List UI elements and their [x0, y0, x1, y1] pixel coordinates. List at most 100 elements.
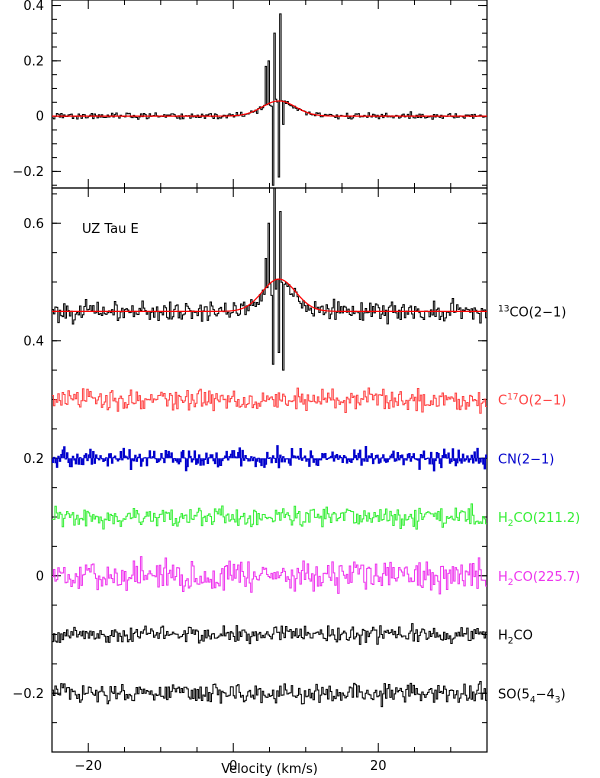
bar — [398, 458, 400, 460]
bar — [107, 458, 109, 466]
bar — [371, 453, 373, 459]
bar — [350, 458, 353, 463]
bar — [433, 458, 435, 471]
series-label: H2CO(211.2) — [498, 511, 580, 529]
bar — [472, 458, 474, 463]
bar — [384, 458, 386, 462]
bar — [407, 454, 409, 459]
bar — [337, 458, 340, 460]
bar — [153, 451, 155, 459]
bar — [217, 458, 219, 467]
bar — [83, 455, 86, 459]
bar — [197, 458, 199, 464]
bar — [313, 458, 315, 463]
bar — [99, 455, 102, 459]
bar — [185, 458, 187, 471]
x-tick-label: 20 — [370, 759, 387, 774]
bar — [137, 457, 139, 459]
bar — [447, 453, 450, 459]
bar — [198, 454, 200, 459]
bar — [324, 453, 327, 459]
bar — [465, 458, 467, 460]
bar — [430, 452, 432, 459]
bar — [239, 447, 241, 459]
bar — [468, 458, 470, 463]
bar — [117, 458, 119, 461]
bar — [139, 454, 141, 459]
bar — [376, 455, 379, 459]
bar — [423, 450, 425, 459]
bar — [415, 458, 418, 460]
bar — [401, 454, 403, 459]
bar — [81, 458, 83, 465]
bar — [342, 458, 344, 463]
bar — [333, 458, 335, 462]
bar — [276, 445, 279, 459]
bar — [227, 458, 229, 460]
bar — [199, 458, 202, 466]
bar — [175, 458, 177, 461]
bar — [317, 458, 319, 466]
bar — [284, 458, 286, 462]
bar — [168, 451, 170, 459]
bar — [252, 458, 254, 461]
bar — [294, 456, 296, 459]
bar — [343, 455, 345, 459]
bar — [389, 455, 392, 459]
bar — [52, 458, 54, 463]
bar — [231, 450, 234, 459]
bar — [60, 454, 63, 459]
bar — [178, 458, 180, 464]
bar — [279, 455, 282, 459]
bar — [458, 450, 460, 459]
bar — [94, 458, 96, 464]
bar — [360, 458, 363, 466]
bar — [275, 458, 277, 463]
bar — [456, 458, 458, 463]
bar — [195, 458, 197, 465]
bar — [160, 453, 163, 459]
series-label: 13CO(2−1) — [498, 304, 566, 320]
series-4-line — [52, 556, 487, 595]
bar — [442, 455, 444, 459]
bar — [133, 458, 135, 461]
bar — [240, 458, 242, 467]
y-tick-label: 0 — [36, 569, 44, 584]
bar — [460, 458, 463, 464]
bar — [75, 458, 77, 464]
bar — [443, 449, 445, 459]
bar — [391, 454, 393, 459]
bar — [114, 455, 116, 459]
bar — [421, 455, 424, 459]
x-axis-label: Velocity (km/s) — [221, 762, 318, 777]
bar — [149, 450, 151, 459]
bar — [63, 446, 66, 459]
bar — [484, 458, 486, 469]
bar — [410, 458, 412, 462]
series-label: H2CO — [498, 629, 533, 647]
bar — [471, 455, 473, 459]
bar — [444, 454, 447, 459]
bar — [159, 458, 161, 460]
bar — [352, 458, 354, 460]
bar — [92, 451, 95, 459]
bar — [363, 458, 366, 462]
bar — [382, 454, 385, 459]
bar — [485, 454, 487, 459]
bar — [315, 458, 318, 465]
bar — [166, 454, 168, 459]
bar — [452, 448, 454, 459]
bar — [314, 458, 316, 460]
bar — [339, 455, 341, 459]
bar — [69, 458, 71, 467]
bar — [57, 456, 60, 459]
bar — [321, 453, 324, 459]
bar — [146, 458, 148, 466]
bar — [85, 453, 87, 459]
top-spectrum-line — [52, 13, 487, 186]
bar — [141, 458, 144, 462]
bar — [355, 455, 357, 459]
bar — [402, 458, 405, 465]
bar — [386, 458, 389, 462]
bar — [282, 456, 284, 459]
